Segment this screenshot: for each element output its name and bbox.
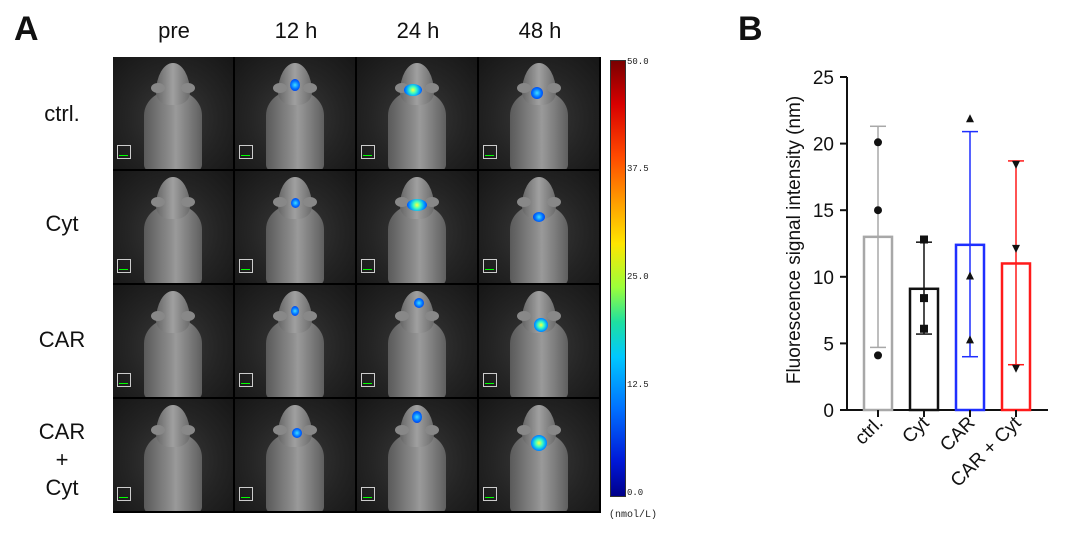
y-axis-label: Fluorescence signal intensity (nm) (784, 96, 805, 384)
fluorescence-spot (290, 198, 300, 208)
scale-icon (117, 487, 131, 501)
y-tick-label: 10 (813, 268, 834, 289)
scale-icon (483, 373, 497, 387)
colorbar-tick-37-5: 37.5 (627, 164, 649, 174)
colorbar-unit: (nmol/L) (609, 510, 658, 521)
time-label-48h: 48 h (518, 18, 562, 43)
imaging-cell (479, 171, 599, 283)
imaging-cell (357, 171, 477, 283)
data-point (966, 114, 974, 123)
data-point (966, 271, 974, 280)
data-point (874, 138, 882, 147)
scale-icon (483, 487, 497, 501)
scale-icon (239, 259, 253, 273)
data-point (920, 294, 928, 303)
scale-icon (361, 145, 375, 159)
y-tick-label: 25 (813, 68, 834, 89)
row-label-cyt: Cyt (45, 211, 79, 236)
imaging-cell (479, 285, 599, 397)
scale-icon (361, 373, 375, 387)
panel-a-label: A (14, 10, 39, 48)
fluorescence-spot (290, 79, 300, 91)
fluorescence-spot (407, 199, 427, 211)
x-tick-label: ctrl. (851, 413, 887, 449)
imaging-cell (479, 57, 599, 169)
scale-icon (239, 145, 253, 159)
scale-icon (117, 373, 131, 387)
time-label-pre: pre (158, 18, 190, 43)
data-point (1012, 160, 1020, 169)
imaging-cell (235, 57, 355, 169)
imaging-cell (357, 285, 477, 397)
data-point (874, 351, 882, 360)
imaging-grid (113, 57, 601, 513)
colorbar-tick-12-5: 12.5 (627, 380, 649, 390)
y-tick-label: 15 (813, 201, 834, 222)
scale-icon (361, 487, 375, 501)
time-label-12h: 12 h (274, 18, 318, 43)
scale-icon (117, 145, 131, 159)
time-label-24h: 24 h (396, 18, 440, 43)
data-point (920, 324, 928, 333)
row-label-car-cyt: CAR + Cyt (38, 419, 86, 500)
imaging-cell (357, 399, 477, 511)
scale-icon (117, 259, 131, 273)
imaging-cell (113, 57, 233, 169)
scale-icon (483, 145, 497, 159)
fluorescence-spot (291, 306, 299, 316)
y-tick-label: 0 (823, 401, 834, 422)
fluorescence-spot (404, 84, 422, 96)
colorbar-tick-50: 50.0 (627, 57, 649, 67)
fluorescence-spot (292, 428, 302, 438)
colorbar (610, 60, 626, 497)
imaging-cell (479, 399, 599, 511)
x-tick-label: Cyt (899, 412, 935, 448)
imaging-cell (113, 285, 233, 397)
imaging-cell (235, 285, 355, 397)
data-point (966, 335, 974, 344)
imaging-cell (235, 399, 355, 511)
fluorescence-spot (534, 318, 548, 332)
fluorescence-spot (414, 298, 424, 308)
row-label-car: CAR (38, 327, 86, 352)
imaging-cell (113, 399, 233, 511)
data-point (920, 235, 928, 244)
y-tick-label: 20 (813, 135, 834, 156)
fluorescence-spot (533, 212, 545, 222)
scale-icon (483, 259, 497, 273)
imaging-cell (113, 171, 233, 283)
y-tick-label: 5 (823, 334, 834, 355)
fluorescence-spot (531, 87, 543, 99)
colorbar-tick-0: 0.0 (627, 488, 644, 498)
colorbar-tick-25: 25.0 (627, 272, 649, 282)
panel-b-label: B (738, 10, 763, 48)
data-point (1012, 364, 1020, 373)
fluorescence-spot (531, 435, 547, 451)
row-label-ctrl: ctrl. (44, 101, 80, 126)
imaging-cell (235, 171, 355, 283)
scale-icon (239, 373, 253, 387)
fluorescence-spot (412, 411, 422, 423)
scale-icon (361, 259, 375, 273)
data-point (874, 206, 882, 215)
imaging-cell (357, 57, 477, 169)
scale-icon (239, 487, 253, 501)
data-point (1012, 244, 1020, 253)
